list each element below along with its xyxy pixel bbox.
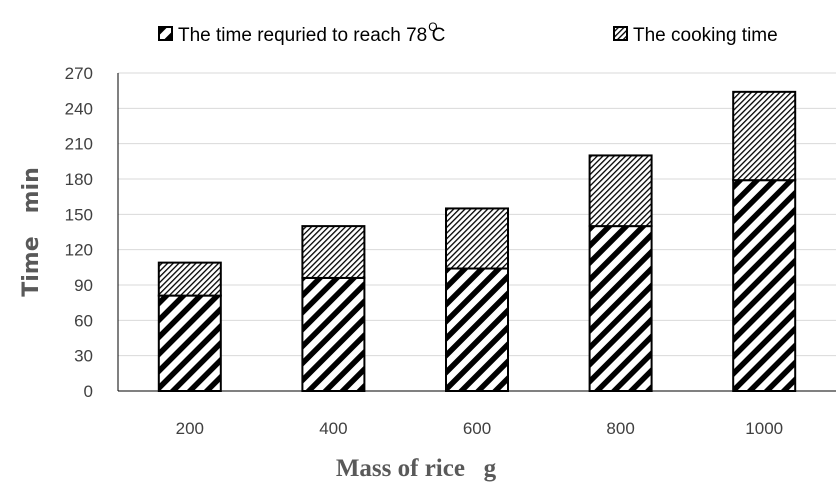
legend-label-reach-time: The time requried to reach 78OC [178,20,445,46]
y-tick-label: 150 [65,205,93,224]
bars [157,90,797,393]
y-tick-label: 0 [84,382,93,401]
x-tick-labels: 200 400 600 800 1000 [176,419,784,438]
x-tick-label: 800 [606,419,634,438]
bar-segment-reach-time [157,294,222,393]
y-tick-label: 270 [65,64,93,83]
y-tick-labels: 0 30 60 90 120 150 180 210 240 270 [65,64,93,401]
legend-label-unit: C [432,25,446,46]
y-tick-label: 180 [65,170,93,189]
legend-label-reach-time-text: The time requried to reach 78 [178,25,427,46]
y-axis-title: Time min [19,167,44,297]
bar-segment-cooking-time [732,90,797,182]
y-tick-label: 90 [74,276,93,295]
bar-segment-reach-time [301,276,366,392]
x-tick-label: 600 [463,419,491,438]
legend-swatch-cooking-time [613,26,628,41]
legend-item-reach-time: The time requried to reach 78OC [158,20,445,46]
legend-label-superscript: O [428,20,437,34]
bar-segment-cooking-time [445,207,509,270]
legend: The time requried to reach 78OC The cook… [158,20,778,46]
bar-segment-reach-time [732,179,797,392]
x-tick-label: 200 [176,419,204,438]
legend-label-cooking-time: The cooking time [633,25,778,46]
bar-segment-reach-time [588,225,653,392]
x-tick-label: 400 [319,419,347,438]
bar-segment-reach-time [445,267,509,392]
y-tick-label: 30 [74,347,93,366]
y-tick-label: 120 [65,241,93,260]
bar-segment-cooking-time [157,261,222,297]
x-axis-title: Mass of rice g [336,455,497,482]
y-tick-label: 60 [74,311,93,330]
y-tick-label: 240 [65,99,93,118]
bar-segment-cooking-time [301,225,366,279]
y-tick-label: 210 [65,135,93,154]
bar-segment-cooking-time [588,154,653,228]
x-tick-label: 1000 [745,419,783,438]
legend-swatch-reach-time [158,26,173,41]
legend-item-cooking-time: The cooking time [613,25,778,46]
